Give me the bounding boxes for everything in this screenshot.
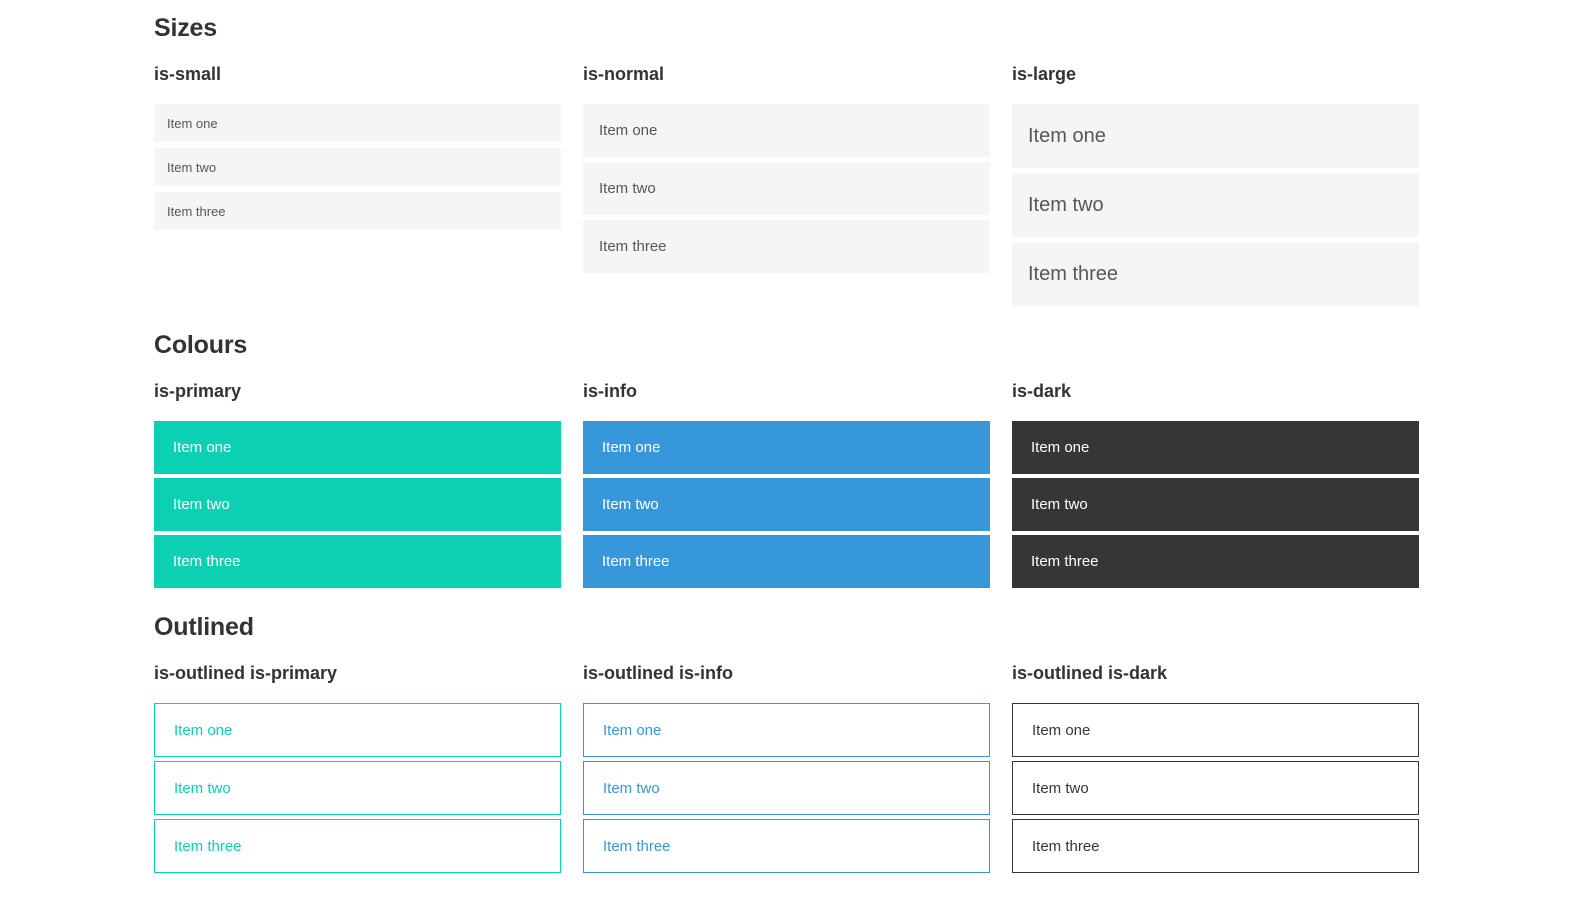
list-item[interactable]: Item two — [1012, 173, 1419, 237]
section-sizes: Sizes is-small Item one Item two Item th… — [154, 13, 1419, 306]
list-item[interactable]: Item one — [583, 421, 990, 474]
list-is-info: Item one Item two Item three — [583, 421, 990, 588]
list-item[interactable]: Item one — [154, 104, 561, 142]
outlined-grid: is-outlined is-primary Item one Item two… — [154, 662, 1419, 873]
sizes-grid: is-small Item one Item two Item three is… — [154, 63, 1419, 306]
list-item[interactable]: Item three — [154, 192, 561, 230]
list-item[interactable]: Item two — [154, 148, 561, 186]
group-is-small: is-small Item one Item two Item three — [154, 63, 561, 230]
section-title-sizes: Sizes — [154, 14, 217, 42]
list-is-outlined-is-primary: Item one Item two Item three — [154, 703, 561, 873]
list-item[interactable]: Item one — [154, 703, 561, 757]
group-label-is-outlined-is-info: is-outlined is-info — [583, 663, 733, 683]
colours-grid: is-primary Item one Item two Item three … — [154, 380, 1419, 588]
list-is-large: Item one Item two Item three — [1012, 104, 1419, 306]
section-title-outlined: Outlined — [154, 613, 254, 641]
group-label-is-normal: is-normal — [583, 64, 665, 84]
group-label-is-small: is-small — [154, 64, 222, 84]
list-is-dark: Item one Item two Item three — [1012, 421, 1419, 588]
list-item[interactable]: Item one — [583, 104, 990, 157]
list-item[interactable]: Item one — [1012, 703, 1419, 757]
list-item[interactable]: Item two — [154, 478, 561, 531]
group-is-outlined-is-dark: is-outlined is-dark Item one Item two It… — [1012, 662, 1419, 873]
list-is-outlined-is-dark: Item one Item two Item three — [1012, 703, 1419, 873]
group-label-is-outlined-is-dark: is-outlined is-dark — [1012, 663, 1168, 683]
list-item[interactable]: Item three — [1012, 535, 1419, 588]
list-is-outlined-is-info: Item one Item two Item three — [583, 703, 990, 873]
list-is-primary: Item one Item two Item three — [154, 421, 561, 588]
group-label-is-primary: is-primary — [154, 381, 242, 401]
group-label-is-info: is-info — [583, 381, 637, 401]
list-item[interactable]: Item one — [154, 421, 561, 474]
group-is-normal: is-normal Item one Item two Item three — [583, 63, 990, 273]
list-item[interactable]: Item two — [154, 761, 561, 815]
page-content: Sizes is-small Item one Item two Item th… — [154, 13, 1419, 873]
group-is-outlined-is-primary: is-outlined is-primary Item one Item two… — [154, 662, 561, 873]
list-item[interactable]: Item three — [154, 819, 561, 873]
list-item[interactable]: Item three — [1012, 819, 1419, 873]
list-item[interactable]: Item three — [583, 819, 990, 873]
list-item[interactable]: Item three — [583, 535, 990, 588]
group-label-is-large: is-large — [1012, 64, 1077, 84]
list-item[interactable]: Item two — [583, 761, 990, 815]
list-item[interactable]: Item one — [1012, 421, 1419, 474]
list-is-normal: Item one Item two Item three — [583, 104, 990, 273]
section-outlined: Outlined is-outlined is-primary Item one… — [154, 612, 1419, 873]
list-item[interactable]: Item two — [583, 478, 990, 531]
group-label-is-outlined-is-primary: is-outlined is-primary — [154, 663, 338, 683]
list-item[interactable]: Item one — [583, 703, 990, 757]
group-is-dark: is-dark Item one Item two Item three — [1012, 380, 1419, 588]
group-is-large: is-large Item one Item two Item three — [1012, 63, 1419, 306]
group-is-info: is-info Item one Item two Item three — [583, 380, 990, 588]
list-item[interactable]: Item three — [154, 535, 561, 588]
list-item[interactable]: Item three — [1012, 242, 1419, 306]
group-is-outlined-is-info: is-outlined is-info Item one Item two It… — [583, 662, 990, 873]
list-item[interactable]: Item two — [1012, 761, 1419, 815]
list-is-small: Item one Item two Item three — [154, 104, 561, 230]
group-label-is-dark: is-dark — [1012, 381, 1072, 401]
list-item[interactable]: Item one — [1012, 104, 1419, 168]
section-colours: Colours is-primary Item one Item two Ite… — [154, 330, 1419, 588]
list-item[interactable]: Item three — [583, 220, 990, 273]
list-item[interactable]: Item two — [1012, 478, 1419, 531]
section-title-colours: Colours — [154, 331, 248, 359]
group-is-primary: is-primary Item one Item two Item three — [154, 380, 561, 588]
list-item[interactable]: Item two — [583, 162, 990, 215]
